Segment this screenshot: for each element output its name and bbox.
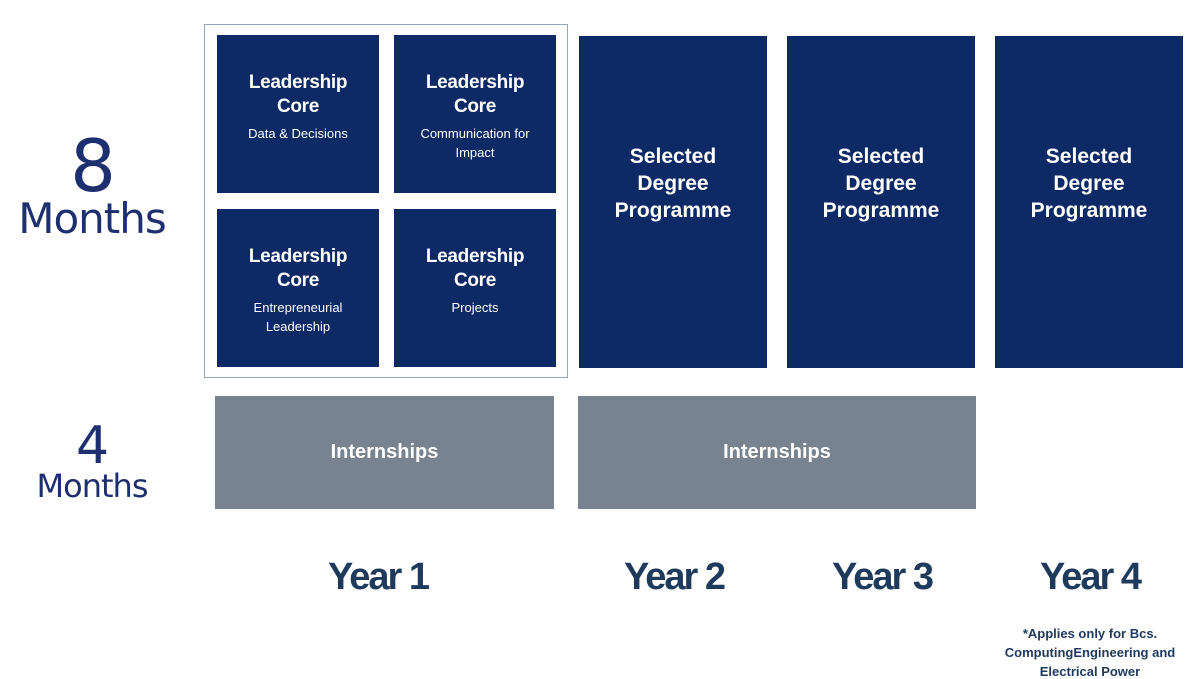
box-title: Leadership Core <box>248 246 348 291</box>
degree-programme-year-4: Selected Degree Programme <box>995 36 1183 368</box>
degree-programme-year-2: Selected Degree Programme <box>579 36 767 368</box>
degree-programme-year-3: Selected Degree Programme <box>787 36 975 368</box>
box-subtitle: Data & Decisions <box>248 126 348 141</box>
box-title: Selected Degree Programme <box>822 144 940 222</box>
leadership-core-projects: Leadership Core Projects <box>394 209 556 367</box>
year-1-label: Year 1 <box>328 556 430 598</box>
box-subtitle: Communication for Impact <box>420 126 530 160</box>
year-4-footnote: *Applies only for Bcs. ComputingEngineer… <box>1004 626 1176 679</box>
year-3-label: Year 3 <box>832 556 934 598</box>
box-title: Selected Degree Programme <box>614 144 732 222</box>
leadership-core-communication: Leadership Core Communication for Impact <box>394 35 556 193</box>
row-label-unit: Months <box>18 194 167 243</box>
internships-year-1: Internships <box>215 396 554 509</box>
box-title: Leadership Core <box>248 72 348 117</box>
year-4-label: Year 4 <box>1040 556 1142 598</box>
row-label-8-months: 8 Months <box>0 130 184 240</box>
row-label-4-months: 4 Months <box>0 420 184 502</box>
row-label-number: 8 <box>70 124 116 208</box>
leadership-core-entrepreneurial: Leadership Core Entrepreneurial Leadersh… <box>217 209 379 367</box>
box-title: Selected Degree Programme <box>1030 144 1148 222</box>
box-subtitle: Projects <box>451 300 499 315</box>
leadership-core-data-decisions: Leadership Core Data & Decisions <box>217 35 379 193</box>
year-2-label: Year 2 <box>624 556 726 598</box>
box-title: Leadership Core <box>425 246 525 291</box>
internships-years-2-3: Internships <box>578 396 976 509</box>
row-label-unit: Months <box>36 467 149 505</box>
box-subtitle: Entrepreneurial Leadership <box>253 300 343 334</box>
row-label-number: 4 <box>75 416 109 476</box>
box-title: Leadership Core <box>425 72 525 117</box>
